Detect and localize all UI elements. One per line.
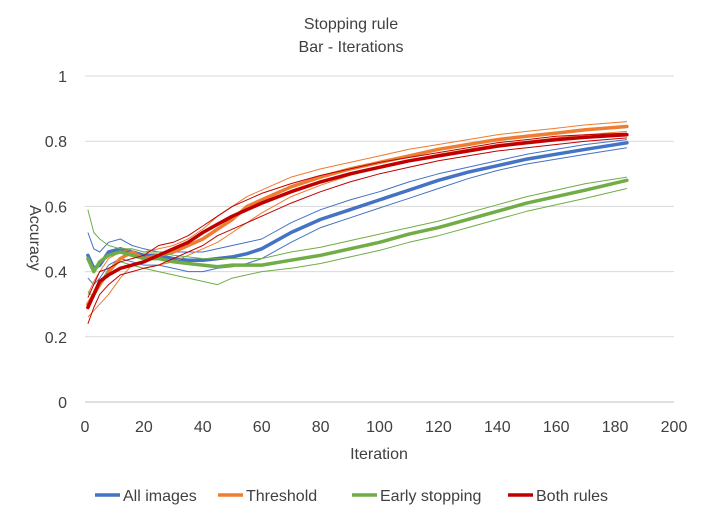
x-tick-label: 120	[425, 419, 452, 436]
x-tick-label: 0	[81, 419, 90, 436]
x-tick-label: 100	[366, 419, 393, 436]
x-tick-label: 140	[484, 419, 511, 436]
y-tick-label: 0	[58, 395, 67, 412]
x-tick-label: 20	[135, 419, 153, 436]
series-main-line	[86, 141, 629, 271]
y-tick-label: 0.8	[45, 134, 67, 151]
y-tick-label: 1	[58, 69, 67, 86]
y-tick-label: 0.4	[45, 265, 67, 282]
legend-label: All images	[123, 488, 197, 505]
series-early-stopping	[86, 176, 629, 299]
x-tick-label: 40	[194, 419, 212, 436]
x-tick-label: 160	[543, 419, 570, 436]
legend: All images Threshold Early stopping Both ru…	[95, 488, 608, 505]
legend-label: Threshold	[246, 488, 317, 505]
series-upper-line	[87, 132, 627, 298]
y-tick-label: 0.6	[45, 199, 67, 216]
x-tick-label: 180	[602, 419, 629, 436]
gridlines	[85, 75, 674, 403]
axis-ticks: 0 0.2 0.4 0.6 0.8 1 0 20 40 60 80 100 120 140 160 180 20…	[45, 69, 688, 436]
x-tick-label: 80	[312, 419, 330, 436]
chart-title: Stopping rule	[304, 16, 398, 33]
series-upper-line	[87, 176, 627, 260]
series-lower-line	[87, 188, 628, 299]
series-upper-line	[87, 139, 627, 253]
legend-label: Both rules	[536, 488, 608, 505]
series-main-line	[86, 132, 629, 310]
plot-area	[86, 121, 629, 324]
series-lower-line	[87, 137, 627, 324]
x-tick-label: 200	[661, 419, 688, 436]
chart-subtitle: Bar - Iterations	[299, 39, 404, 56]
series-both-rules	[86, 132, 629, 324]
series-main-line	[86, 178, 629, 274]
y-tick-label: 0.2	[45, 330, 67, 347]
series-upper-line	[87, 121, 627, 295]
x-axis-label: Iteration	[350, 446, 408, 463]
y-axis-label: Accuracy	[26, 205, 43, 271]
x-tick-label: 60	[253, 419, 271, 436]
legend-label: Early stopping	[380, 488, 481, 505]
series-lower-line	[87, 130, 627, 318]
series-main-line	[86, 124, 629, 306]
